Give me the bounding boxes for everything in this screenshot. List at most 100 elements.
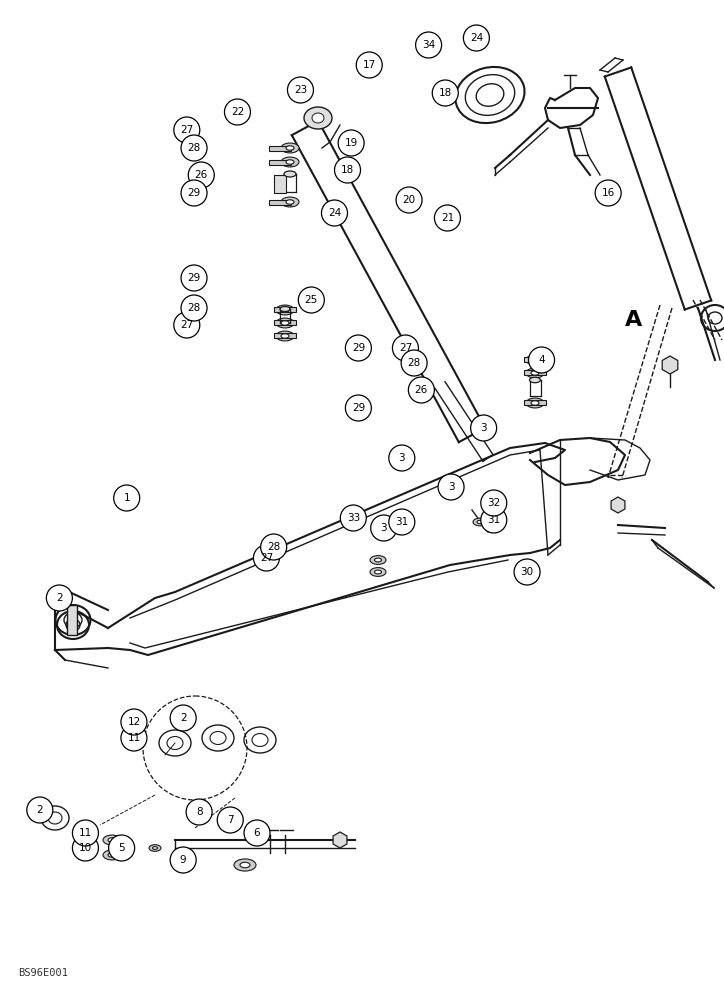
- Text: 5: 5: [118, 843, 125, 853]
- Circle shape: [217, 807, 243, 833]
- Text: 18: 18: [341, 165, 354, 175]
- Circle shape: [174, 312, 200, 338]
- Ellipse shape: [477, 520, 483, 524]
- Circle shape: [481, 507, 507, 533]
- Text: 24: 24: [470, 33, 483, 43]
- Bar: [274, 307, 296, 312]
- Ellipse shape: [149, 845, 161, 851]
- Text: 24: 24: [328, 208, 341, 218]
- Text: 8: 8: [195, 807, 203, 817]
- Text: 25: 25: [305, 295, 318, 305]
- Text: 34: 34: [422, 40, 435, 50]
- Ellipse shape: [529, 377, 541, 383]
- Circle shape: [471, 415, 497, 441]
- Circle shape: [253, 545, 279, 571]
- Ellipse shape: [374, 558, 382, 562]
- Bar: [524, 400, 546, 405]
- Circle shape: [340, 505, 366, 531]
- Text: 16: 16: [602, 188, 615, 198]
- Text: 3: 3: [447, 482, 455, 492]
- Circle shape: [109, 835, 135, 861]
- Text: 29: 29: [352, 403, 365, 413]
- Ellipse shape: [153, 847, 158, 849]
- Circle shape: [396, 187, 422, 213]
- Circle shape: [595, 180, 621, 206]
- Ellipse shape: [531, 401, 539, 405]
- Ellipse shape: [374, 570, 382, 574]
- Bar: [274, 333, 296, 338]
- Circle shape: [224, 99, 251, 125]
- Text: 27: 27: [180, 320, 193, 330]
- Bar: [524, 370, 546, 375]
- Ellipse shape: [281, 157, 299, 167]
- Circle shape: [434, 205, 460, 231]
- Ellipse shape: [370, 568, 386, 576]
- Text: 6: 6: [253, 828, 261, 838]
- Circle shape: [408, 377, 434, 403]
- Text: 30: 30: [521, 567, 534, 577]
- Circle shape: [389, 509, 415, 535]
- Ellipse shape: [240, 862, 250, 868]
- Circle shape: [463, 25, 489, 51]
- Text: 27: 27: [260, 553, 273, 563]
- Text: 3: 3: [380, 523, 387, 533]
- Text: 22: 22: [231, 107, 244, 117]
- Circle shape: [27, 797, 53, 823]
- Circle shape: [389, 445, 415, 471]
- Ellipse shape: [108, 838, 116, 842]
- Ellipse shape: [370, 556, 386, 564]
- Ellipse shape: [526, 398, 544, 408]
- Ellipse shape: [281, 334, 289, 338]
- Circle shape: [481, 490, 507, 516]
- Ellipse shape: [281, 321, 289, 325]
- Circle shape: [371, 515, 397, 541]
- Text: 29: 29: [352, 343, 365, 353]
- Ellipse shape: [526, 368, 544, 378]
- Text: 12: 12: [127, 717, 140, 727]
- Text: 28: 28: [408, 358, 421, 368]
- Circle shape: [287, 77, 313, 103]
- Bar: [269, 159, 291, 164]
- Circle shape: [529, 347, 555, 373]
- Ellipse shape: [276, 305, 294, 315]
- Text: 28: 28: [267, 542, 280, 552]
- Text: 31: 31: [487, 515, 500, 525]
- Text: 11: 11: [79, 828, 92, 838]
- Bar: [269, 145, 291, 150]
- Text: 32: 32: [487, 498, 500, 508]
- Text: 9: 9: [180, 855, 187, 865]
- Circle shape: [186, 799, 212, 825]
- Text: 26: 26: [195, 170, 208, 180]
- Bar: [269, 200, 291, 205]
- Circle shape: [72, 820, 98, 846]
- Ellipse shape: [281, 143, 299, 153]
- Text: 2: 2: [36, 805, 43, 815]
- Circle shape: [170, 847, 196, 873]
- Ellipse shape: [284, 171, 296, 177]
- Circle shape: [321, 200, 348, 226]
- Text: 28: 28: [188, 143, 201, 153]
- Ellipse shape: [281, 197, 299, 207]
- Circle shape: [392, 335, 418, 361]
- Circle shape: [356, 52, 382, 78]
- Text: 28: 28: [188, 303, 201, 313]
- Circle shape: [401, 350, 427, 376]
- Bar: [524, 357, 546, 362]
- Text: 10: 10: [79, 843, 92, 853]
- Circle shape: [181, 265, 207, 291]
- Circle shape: [338, 130, 364, 156]
- Circle shape: [72, 835, 98, 861]
- Ellipse shape: [103, 835, 121, 845]
- Text: 17: 17: [363, 60, 376, 70]
- Ellipse shape: [281, 308, 289, 312]
- Circle shape: [121, 725, 147, 751]
- Text: 3: 3: [398, 453, 405, 463]
- Text: 7: 7: [227, 815, 234, 825]
- Text: 29: 29: [188, 188, 201, 198]
- Circle shape: [261, 534, 287, 560]
- Text: 26: 26: [415, 385, 428, 395]
- Text: 27: 27: [180, 125, 193, 135]
- Bar: [67, 605, 77, 635]
- Ellipse shape: [108, 853, 116, 857]
- Text: 33: 33: [347, 513, 360, 523]
